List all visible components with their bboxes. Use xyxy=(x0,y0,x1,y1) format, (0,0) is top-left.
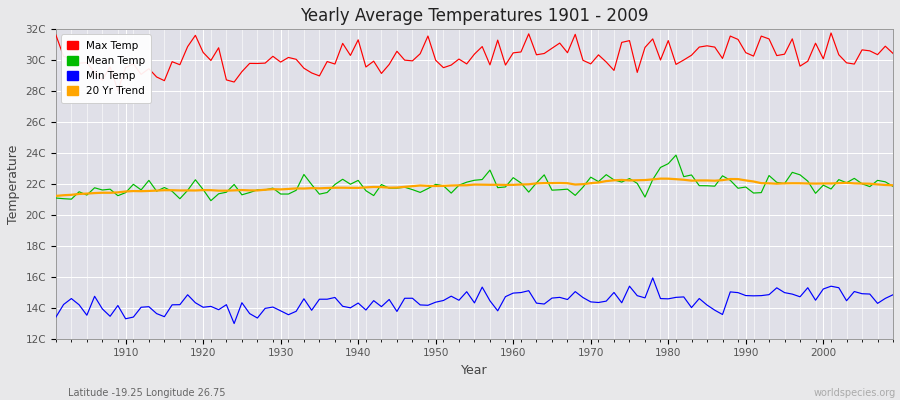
Max Temp xyxy=(508,50,518,55)
Min Temp xyxy=(291,309,302,314)
Min Temp xyxy=(516,290,526,295)
Text: Latitude -19.25 Longitude 26.75: Latitude -19.25 Longitude 26.75 xyxy=(68,388,225,398)
Line: Max Temp: Max Temp xyxy=(56,33,893,91)
Max Temp xyxy=(825,30,836,35)
Max Temp xyxy=(516,50,526,54)
Max Temp xyxy=(338,41,348,46)
Text: worldspecies.org: worldspecies.org xyxy=(814,388,896,398)
Mean Temp xyxy=(887,184,898,189)
Min Temp xyxy=(608,290,619,295)
20 Yr Trend xyxy=(655,176,666,181)
Mean Temp xyxy=(291,188,302,193)
20 Yr Trend xyxy=(112,190,123,195)
Max Temp xyxy=(887,51,898,56)
Mean Temp xyxy=(516,180,526,185)
Max Temp xyxy=(50,32,61,37)
20 Yr Trend xyxy=(887,183,898,188)
Min Temp xyxy=(647,276,658,280)
Min Temp xyxy=(50,315,61,320)
20 Yr Trend xyxy=(50,194,61,198)
20 Yr Trend xyxy=(283,186,293,191)
Legend: Max Temp, Mean Temp, Min Temp, 20 Yr Trend: Max Temp, Mean Temp, Min Temp, 20 Yr Tre… xyxy=(61,34,151,103)
Mean Temp xyxy=(205,198,216,203)
20 Yr Trend xyxy=(500,182,511,187)
Mean Temp xyxy=(112,193,123,198)
Min Temp xyxy=(887,292,898,297)
Title: Yearly Average Temperatures 1901 - 2009: Yearly Average Temperatures 1901 - 2009 xyxy=(301,7,649,25)
Max Temp xyxy=(291,57,302,62)
Max Temp xyxy=(608,68,619,73)
20 Yr Trend xyxy=(508,182,518,187)
Mean Temp xyxy=(338,177,348,182)
Mean Temp xyxy=(50,196,61,200)
Min Temp xyxy=(338,304,348,309)
Mean Temp xyxy=(608,178,619,182)
20 Yr Trend xyxy=(601,179,612,184)
Max Temp xyxy=(121,65,131,70)
X-axis label: Year: Year xyxy=(461,364,488,377)
Min Temp xyxy=(112,303,123,308)
Mean Temp xyxy=(670,153,681,158)
Max Temp xyxy=(112,88,123,93)
Line: Mean Temp: Mean Temp xyxy=(56,155,893,201)
Min Temp xyxy=(229,321,239,326)
Line: 20 Yr Trend: 20 Yr Trend xyxy=(56,179,893,196)
20 Yr Trend xyxy=(329,185,340,190)
Mean Temp xyxy=(508,175,518,180)
Line: Min Temp: Min Temp xyxy=(56,278,893,324)
Y-axis label: Temperature: Temperature xyxy=(7,144,20,224)
Min Temp xyxy=(508,291,518,296)
